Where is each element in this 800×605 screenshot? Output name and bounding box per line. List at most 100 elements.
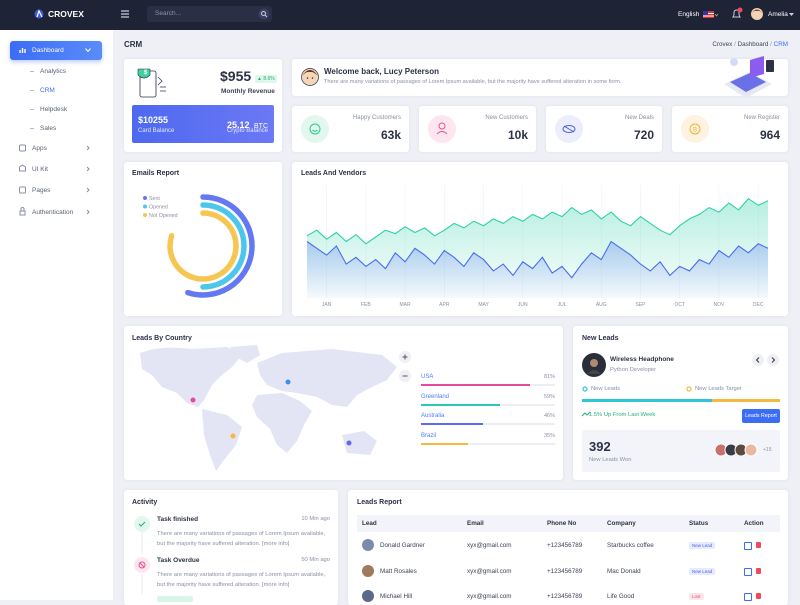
- activity-text: There are many variations of passages of…: [157, 570, 332, 590]
- table-cell: Mac Donald: [607, 567, 641, 575]
- breadcrumb: Crovex / Dashboard / CRM: [700, 41, 788, 48]
- shape: [302, 70, 318, 76]
- shape: [230, 345, 260, 363]
- user-name[interactable]: Amelia: [768, 11, 788, 18]
- map-zoom[interactable]: [398, 350, 412, 384]
- won-label: New Leads Won: [589, 457, 632, 463]
- menu-item[interactable]: UI Kit: [32, 166, 48, 173]
- team-avatars: [714, 443, 758, 457]
- welcome-avatar: [301, 68, 319, 86]
- shape: [767, 354, 779, 366]
- shape: [744, 443, 758, 457]
- submenu-item[interactable]: Analytics: [40, 68, 67, 75]
- legend-label: Not Opened: [149, 213, 178, 219]
- activity-link[interactable]: [more info]: [261, 541, 290, 547]
- shape: [19, 210, 26, 216]
- country-value: 35%: [543, 433, 555, 440]
- chevron: [85, 48, 91, 53]
- shape: [590, 359, 598, 367]
- revenue-change-value: 8.6%: [263, 76, 275, 82]
- shape: [714, 13, 719, 17]
- emails-chart: Sent Opened Not Opened: [143, 194, 255, 298]
- logo-icon: [34, 9, 44, 19]
- legend-dot: [143, 213, 147, 217]
- stat-value: 10k: [507, 128, 528, 142]
- menu-item[interactable]: Pages: [32, 187, 51, 194]
- activity-link[interactable]: [more info]: [261, 582, 290, 588]
- delete-action[interactable]: [756, 593, 761, 599]
- country-name: Australia: [421, 413, 445, 420]
- card-title: Leads By Country: [132, 335, 192, 342]
- shape: [689, 123, 701, 135]
- search-icon[interactable]: [258, 8, 270, 20]
- radial-bar: [167, 210, 239, 282]
- crypto-label: Crypto Balance: [226, 128, 268, 134]
- delete-action[interactable]: [756, 567, 761, 574]
- line-series: [306, 240, 769, 279]
- stat-label: New Register: [743, 115, 780, 121]
- shape: $: [144, 70, 148, 76]
- country-name: USA: [421, 374, 434, 380]
- stat-value: 720: [633, 128, 654, 142]
- x-tick-label: FEB: [361, 302, 371, 308]
- revenue-change: ▲ 8.6%: [255, 75, 277, 83]
- dashboard-menu[interactable]: [10, 41, 102, 60]
- notification-bell[interactable]: [730, 7, 744, 21]
- table-cell: Starbucks coffee: [607, 542, 654, 549]
- shape: [261, 11, 266, 16]
- shape: [681, 115, 709, 143]
- menu-item[interactable]: Apps: [32, 145, 47, 152]
- shape: [19, 186, 26, 194]
- shape: [402, 354, 408, 360]
- leads-report-button[interactable]: Leads Report: [742, 409, 780, 423]
- breadcrumb-item[interactable]: Dashboard: [737, 41, 769, 48]
- welcome-title: Welcome back, Lucy Peterson: [324, 67, 440, 76]
- submenu-item[interactable]: CRM: [40, 87, 55, 94]
- activity-card: [124, 490, 338, 605]
- table-column-header: Status: [689, 520, 709, 527]
- search-placeholder: Search...: [155, 10, 182, 17]
- product-name: Wireless Headphone: [610, 356, 674, 363]
- activity-icons: [134, 516, 150, 594]
- card-title: Leads And Vendors: [301, 170, 367, 177]
- menu-item[interactable]: Authentication: [32, 209, 74, 216]
- menu-toggle[interactable]: [121, 10, 130, 18]
- carousel-arrows[interactable]: [751, 353, 781, 367]
- breadcrumb-item[interactable]: Crovex: [712, 41, 733, 48]
- language[interactable]: English: [678, 11, 700, 18]
- shape: [562, 125, 576, 133]
- x-tick-label: JUL: [558, 302, 567, 308]
- table-cell: +123456789: [547, 567, 583, 575]
- submenu-item[interactable]: Sales: [40, 125, 57, 132]
- shape: [771, 357, 776, 363]
- shape: [30, 71, 34, 129]
- crypto-unit: BTC: [254, 123, 268, 130]
- crypto-value: 25.12: [227, 120, 250, 130]
- shape: [138, 521, 146, 527]
- shape: [202, 409, 242, 471]
- topbar: [0, 0, 800, 30]
- shape: [686, 386, 692, 392]
- world-map: [140, 345, 397, 471]
- shape: [85, 48, 91, 53]
- user-avatar[interactable]: [751, 8, 765, 22]
- x-tick-label: DEC: [753, 302, 764, 308]
- edit-action[interactable]: [744, 542, 752, 550]
- submenu-item[interactable]: Helpdesk: [40, 106, 68, 113]
- shape: [252, 393, 312, 453]
- stat-value: 63k: [380, 128, 401, 142]
- lead-avatar: [362, 590, 374, 602]
- delete-action[interactable]: [756, 542, 761, 548]
- shape: [703, 15, 714, 17]
- status-badge: New Lead: [689, 542, 716, 549]
- area-fill: [307, 241, 768, 298]
- search-box[interactable]: [147, 6, 272, 22]
- edit-action[interactable]: [744, 567, 752, 576]
- x-tick-label: AUG: [596, 302, 607, 308]
- shape: B: [693, 128, 697, 134]
- emails-card: [124, 162, 282, 316]
- activity-text: There are many variations of passages of…: [157, 529, 332, 549]
- lead-name: Michael Hill: [380, 593, 413, 600]
